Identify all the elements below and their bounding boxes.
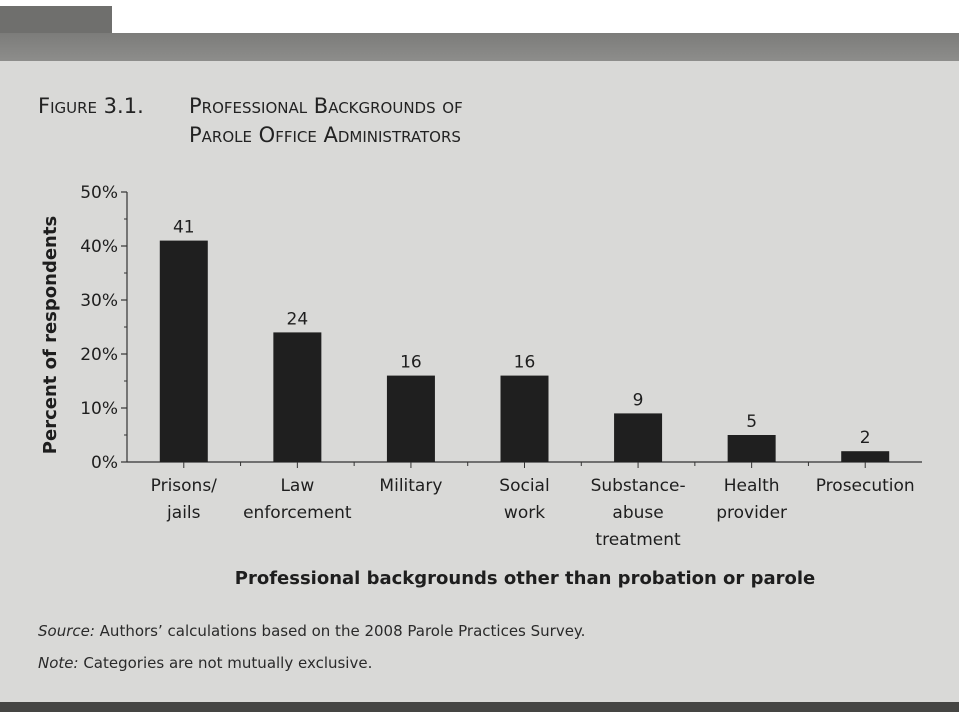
note-text: Categories are not mutually exclusive. (78, 654, 373, 672)
category-label: Prosecution (816, 476, 915, 496)
bar-value-label: 2 (860, 428, 871, 448)
bar (500, 375, 549, 462)
footer-band (0, 702, 959, 712)
y-tick-label: 20% (80, 345, 118, 365)
category-label: provider (716, 503, 787, 523)
source-note: Source: Authors’ calculations based on t… (38, 622, 585, 640)
figure-number: Figure 3.1. (38, 94, 144, 118)
y-tick-label: 50% (80, 183, 118, 203)
category-label: abuse (612, 503, 663, 523)
x-axis-title: Professional backgrounds other than prob… (234, 568, 816, 589)
note-label: Note: (38, 654, 79, 672)
category-label: enforcement (243, 503, 352, 523)
category-label: work (504, 503, 545, 523)
bar (273, 332, 322, 462)
header-band (0, 33, 959, 61)
category-label: Health (724, 476, 780, 496)
source-text: Authors’ calculations based on the 2008 … (94, 622, 586, 640)
bar-value-label: 16 (400, 353, 422, 373)
category-label: Social (499, 476, 549, 496)
y-tick-label: 0% (91, 453, 118, 473)
figure-title: Figure 3.1. Professional Backgrounds of P… (38, 92, 738, 150)
y-tick-label: 10% (80, 399, 118, 419)
figure-title-line2: Parole Office Administrators (189, 123, 461, 147)
category-label: Law (280, 476, 314, 496)
bar (386, 375, 435, 462)
category-label: Military (379, 476, 442, 496)
category-label: treatment (595, 530, 681, 550)
y-tick-label: 40% (80, 237, 118, 257)
category-label: Substance- (591, 476, 686, 496)
bar-value-label: 16 (514, 353, 536, 373)
bar-value-label: 5 (746, 412, 757, 432)
category-label: jails (166, 503, 201, 523)
bar (841, 451, 890, 462)
bar (614, 413, 663, 462)
figure-title-line1: Professional Backgrounds of (189, 94, 463, 118)
bar-value-label: 41 (173, 218, 195, 238)
y-axis-title: Percent of respondents (40, 216, 61, 454)
bar (727, 435, 776, 462)
bar-value-label: 9 (633, 390, 644, 410)
category-label: Prisons/ (151, 476, 218, 496)
y-tick-label: 30% (80, 291, 118, 311)
note: Note: Categories are not mutually exclus… (38, 654, 372, 672)
bar-value-label: 24 (287, 309, 309, 329)
bar (159, 240, 208, 462)
header-tab (0, 6, 112, 36)
source-label: Source: (38, 622, 95, 640)
